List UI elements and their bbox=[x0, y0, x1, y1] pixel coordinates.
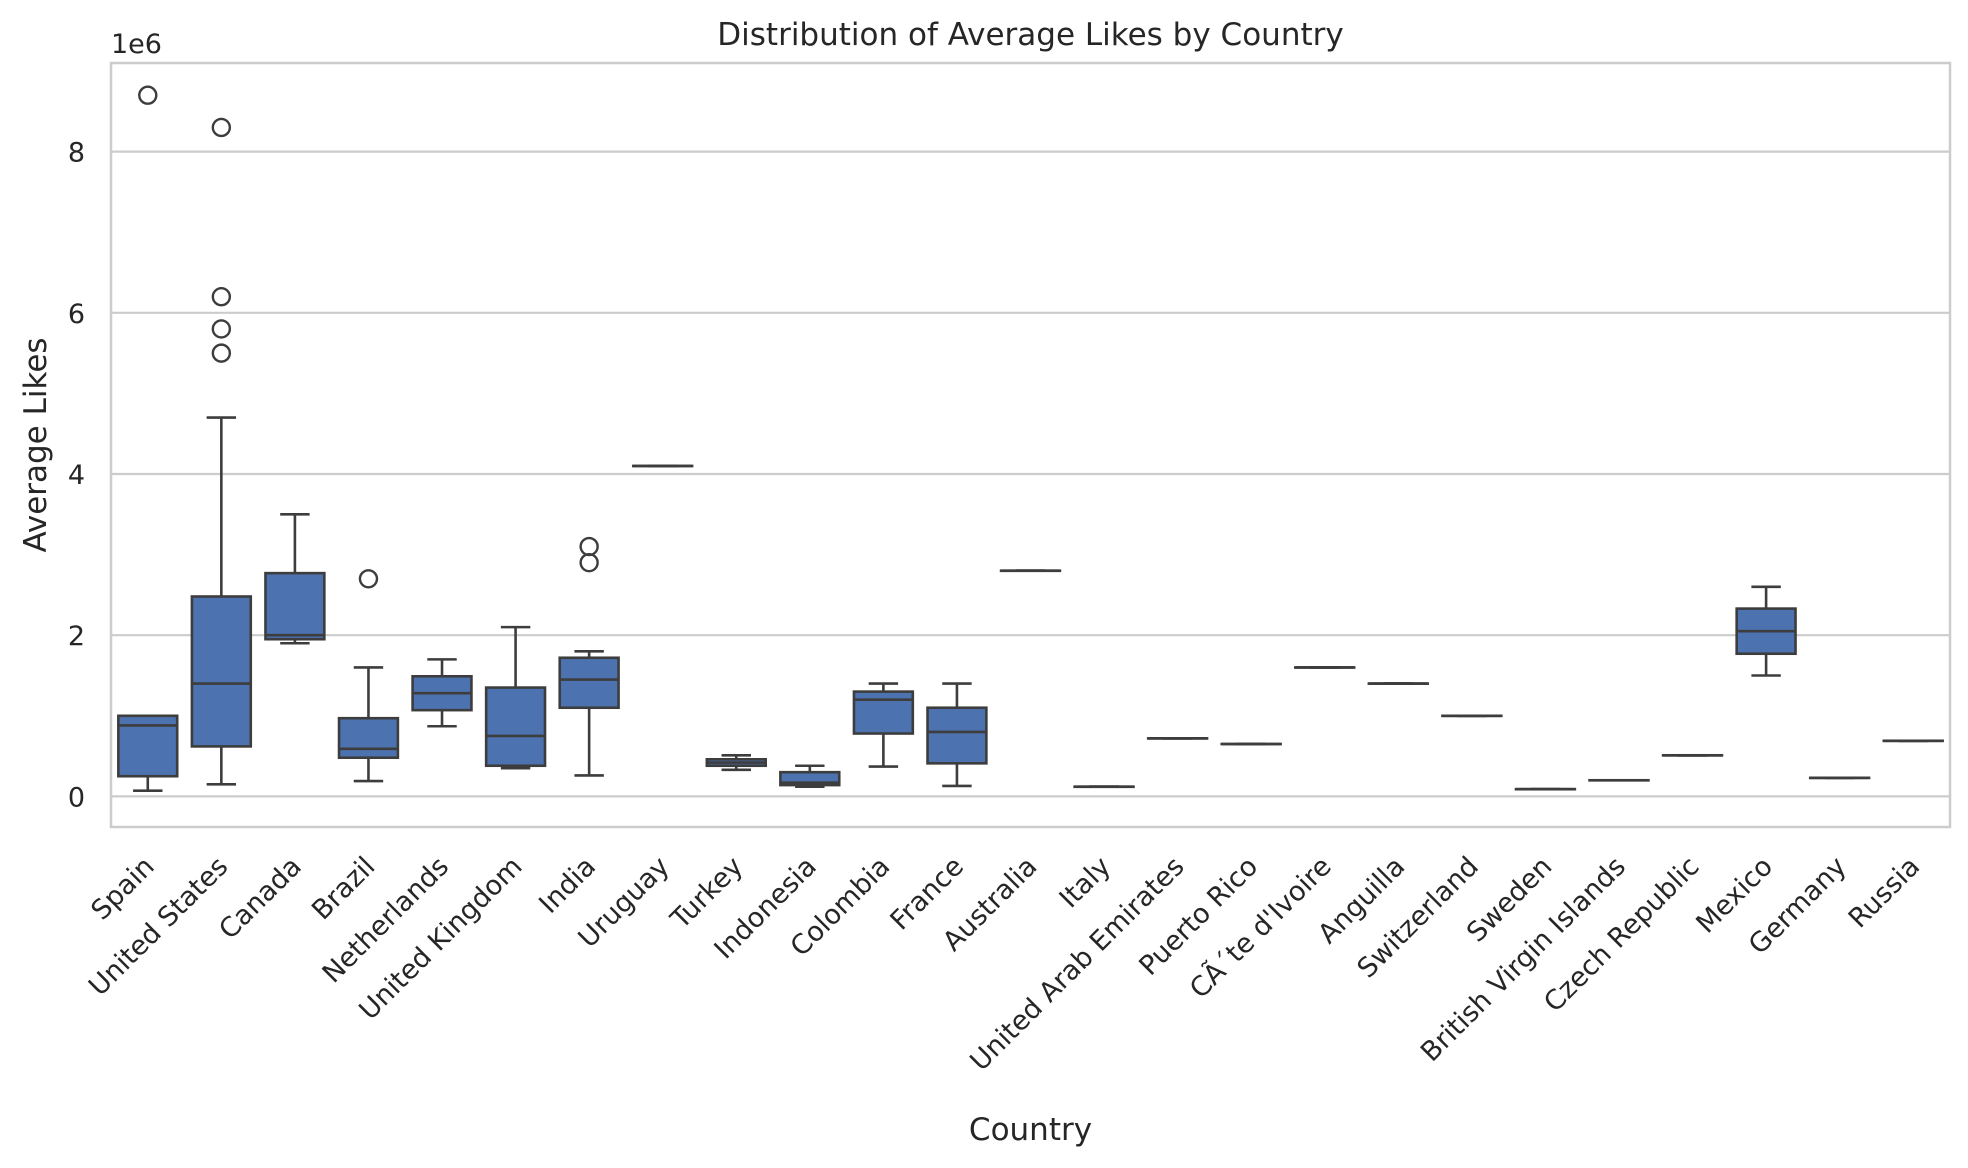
outlier-point bbox=[211, 117, 232, 138]
y-tick-label: 2 bbox=[68, 621, 85, 652]
iqr-box bbox=[852, 690, 915, 735]
iqr-box bbox=[190, 595, 253, 748]
iqr-box bbox=[337, 716, 400, 759]
outlier-point bbox=[211, 319, 232, 339]
box-group bbox=[926, 682, 988, 788]
y-tick-label: 6 bbox=[68, 299, 85, 330]
outlier-point bbox=[211, 287, 232, 307]
x-tick-label: Russia bbox=[1843, 851, 1926, 934]
grid-layer bbox=[111, 150, 1950, 798]
iqr-box bbox=[484, 686, 547, 768]
box-group bbox=[337, 569, 400, 783]
x-axis-label: Country bbox=[969, 1112, 1092, 1148]
outlier-point bbox=[211, 343, 232, 363]
box-group bbox=[484, 625, 547, 770]
box-group bbox=[558, 536, 620, 777]
y-tick-label: 4 bbox=[68, 460, 85, 491]
box-group bbox=[264, 513, 326, 645]
box-group bbox=[1735, 585, 1797, 677]
box-group bbox=[705, 753, 767, 772]
box-group bbox=[852, 682, 915, 768]
x-tick-label: Italy bbox=[1054, 851, 1117, 914]
chart-title: Distribution of Average Likes by Country bbox=[717, 17, 1343, 53]
iqr-box bbox=[264, 571, 326, 641]
box-group bbox=[117, 85, 179, 793]
y-tick-label: 0 bbox=[68, 782, 85, 813]
box-group bbox=[411, 658, 473, 728]
iqr-box bbox=[558, 656, 620, 710]
iqr-box bbox=[926, 706, 988, 765]
y-tick-label: 8 bbox=[68, 138, 85, 169]
outlier-point bbox=[138, 85, 158, 105]
plot-frame bbox=[109, 61, 1952, 829]
y-scale-label: 1e6 bbox=[111, 29, 162, 60]
x-tick-label: Canada bbox=[213, 851, 308, 946]
y-axis-label: Average Likes bbox=[18, 337, 54, 552]
box-group bbox=[190, 117, 253, 786]
outlier-point bbox=[579, 552, 599, 573]
y-tick-labels: 0 2 4 6 8 bbox=[68, 138, 85, 814]
outlier-point bbox=[579, 536, 599, 557]
box-layer bbox=[117, 85, 1944, 793]
box-group bbox=[779, 764, 841, 789]
outlier-point bbox=[358, 569, 379, 589]
x-tick-label: India bbox=[533, 851, 602, 920]
